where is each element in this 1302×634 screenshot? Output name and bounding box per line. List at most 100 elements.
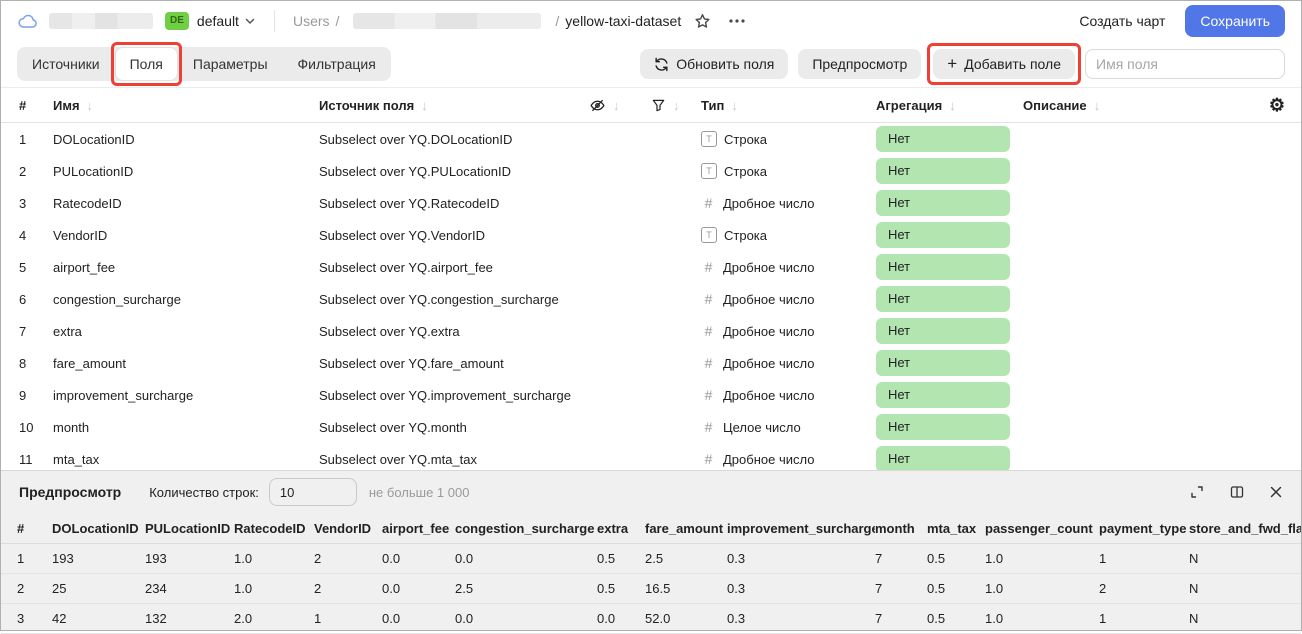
aggregation-pill[interactable]: Нет [876,318,1010,344]
field-type-select[interactable]: # Дробное число [701,387,876,403]
rows-count-input[interactable] [268,478,357,506]
col-aggregation[interactable]: Агрегация ↓ [876,97,956,113]
field-row[interactable]: 8 fare_amount Subselect over YQ.fare_amoun… [1,347,1301,379]
col-type[interactable]: Тип ↓ [701,97,738,113]
tab-sources[interactable]: Источники [32,56,100,72]
field-type-select[interactable]: # Дробное число [701,355,876,371]
save-button[interactable]: Сохранить [1185,5,1285,37]
preview-cell: 0.0 [382,611,401,626]
tab-parameters[interactable]: Параметры [192,56,268,72]
expand-icon[interactable] [1189,484,1205,500]
field-type-select[interactable]: # Дробное число [701,259,876,275]
field-row[interactable]: 3 RatecodeID Subselect over YQ.RatecodeID #… [1,187,1301,219]
fields-table-body: 1 DOLocationID Subselect over YQ.DOLocatio… [1,123,1301,475]
field-type-select[interactable]: # Дробное число [701,291,876,307]
field-name[interactable]: VendorID [53,227,108,243]
field-type-select[interactable]: # Дробное число [701,323,876,339]
field-row[interactable]: 7 extra Subselect over YQ.extra # Дробное чи… [1,315,1301,347]
star-favorite-icon[interactable] [693,12,712,31]
aggregation-pill[interactable]: Нет [876,222,1010,248]
aggregation-pill[interactable]: Нет [876,126,1010,152]
field-row[interactable]: 6 congestion_surcharge Subselect over YQ.c… [1,283,1301,315]
field-type-select[interactable]: T Строка [701,163,876,179]
aggregation-pill[interactable]: Нет [876,158,1010,184]
gear-icon[interactable]: ⚙ [1268,95,1285,115]
preview-cell: 0.5 [927,611,946,626]
field-type-select[interactable]: # Дробное число [701,451,876,467]
divider [273,10,275,32]
field-type-select[interactable]: # Дробное число [701,195,876,211]
preview-table-body: 1 193 193 1.0 2 0.0 0.0 0.5 2.5 0.3 7 0.5 1.0 1 N 2 25 23… [1,544,1301,634]
field-name[interactable]: RatecodeID [53,195,122,211]
col-settings[interactable]: ⚙ [1255,96,1301,114]
aggregation-pill[interactable]: Нет [876,414,1010,440]
ellipsis-menu-icon[interactable] [728,18,746,24]
preview-cell: 0.3 [727,551,746,566]
sort-arrow-icon[interactable]: ↓ [613,97,620,113]
env-selector[interactable]: default [196,13,239,29]
col-visibility[interactable]: ↓ [589,97,651,114]
field-name[interactable]: mta_tax [53,451,100,467]
field-row[interactable]: 11 mta_tax Subselect over YQ.mta_tax # Дробн… [1,443,1301,475]
tab-fields[interactable]: Поля [110,42,182,86]
field-name[interactable]: DOLocationID [53,131,135,147]
aggregation-pill[interactable]: Нет [876,350,1010,376]
field-row[interactable]: 1 DOLocationID Subselect over YQ.DOLocatio… [1,123,1301,155]
col-description[interactable]: Описание ↓ [1023,97,1101,113]
field-aggregation-cell: Нет [876,382,1023,408]
aggregation-pill[interactable]: Нет [876,382,1010,408]
sort-arrow-icon[interactable]: ↓ [731,97,738,113]
field-name[interactable]: airport_fee [53,259,116,275]
tab-filtering[interactable]: Фильтрация [297,56,376,72]
field-type-select[interactable]: T Строка [701,131,876,147]
field-name-search-input[interactable] [1085,49,1285,79]
breadcrumb-users[interactable]: Users [292,13,330,29]
field-row[interactable]: 4 VendorID Subselect over YQ.VendorID T Стро… [1,219,1301,251]
create-chart-button[interactable]: Создать чарт [1079,13,1166,29]
sort-arrow-icon[interactable]: ↓ [949,97,956,113]
field-name[interactable]: fare_amount [53,355,126,371]
field-row[interactable]: 10 month Subselect over YQ.month # Целое чис… [1,411,1301,443]
number-type-icon: # [704,323,713,339]
field-type-label: Строка [724,163,768,179]
sort-arrow-icon[interactable]: ↓ [1093,97,1101,113]
chevron-down-icon[interactable] [244,15,256,27]
field-type-label: Дробное число [723,291,815,307]
aggregation-pill[interactable]: Нет [876,254,1010,280]
preview-toggle-button[interactable]: Предпросмотр [798,49,922,79]
col-filter[interactable]: ↓ [651,98,701,113]
split-view-icon[interactable] [1229,484,1245,500]
col-source[interactable]: Источник поля ↓ [319,97,428,113]
field-type-select[interactable]: # Целое число [701,419,876,435]
refresh-fields-button[interactable]: Обновить поля [640,49,789,79]
close-icon[interactable] [1269,485,1283,499]
aggregation-pill[interactable]: Нет [876,190,1010,216]
preview-col-header: airport_fee [382,520,450,536]
field-name[interactable]: improvement_surcharge [53,387,194,403]
field-name[interactable]: month [53,419,90,435]
col-name[interactable]: Имя ↓ [53,97,94,113]
field-name[interactable]: extra [53,323,82,339]
preview-cell: 1.0 [985,551,1004,566]
field-row[interactable]: 9 improvement_surcharge Subselect over YQ.… [1,379,1301,411]
preview-cell: 0.0 [597,611,616,626]
tab-fields-label: Поля [129,56,163,72]
field-type-select[interactable]: T Строка [701,227,876,243]
sort-arrow-icon[interactable]: ↓ [86,97,94,113]
field-source: Subselect over YQ.DOLocationID [319,131,513,147]
breadcrumb-separator: / [335,13,340,29]
fields-table-header: # Имя ↓ Источник поля ↓ ↓ ↓ Тип ↓ Агрега… [1,87,1301,123]
sort-arrow-icon[interactable]: ↓ [673,97,680,113]
preview-cell: 2 [314,581,322,596]
aggregation-pill[interactable]: Нет [876,286,1010,312]
add-field-button[interactable]: + Добавить поле [933,49,1075,79]
field-aggregation-cell: Нет [876,158,1023,184]
aggregation-pill[interactable]: Нет [876,446,1010,472]
field-name[interactable]: congestion_surcharge [53,291,181,307]
preview-cell: 7 [875,581,883,596]
preview-cell: 16.5 [645,581,671,596]
field-name[interactable]: PULocationID [53,163,134,179]
sort-arrow-icon[interactable]: ↓ [421,97,428,113]
field-row[interactable]: 5 airport_fee Subselect over YQ.airport_fe… [1,251,1301,283]
field-row[interactable]: 2 PULocationID Subselect over YQ.PULocatio… [1,155,1301,187]
